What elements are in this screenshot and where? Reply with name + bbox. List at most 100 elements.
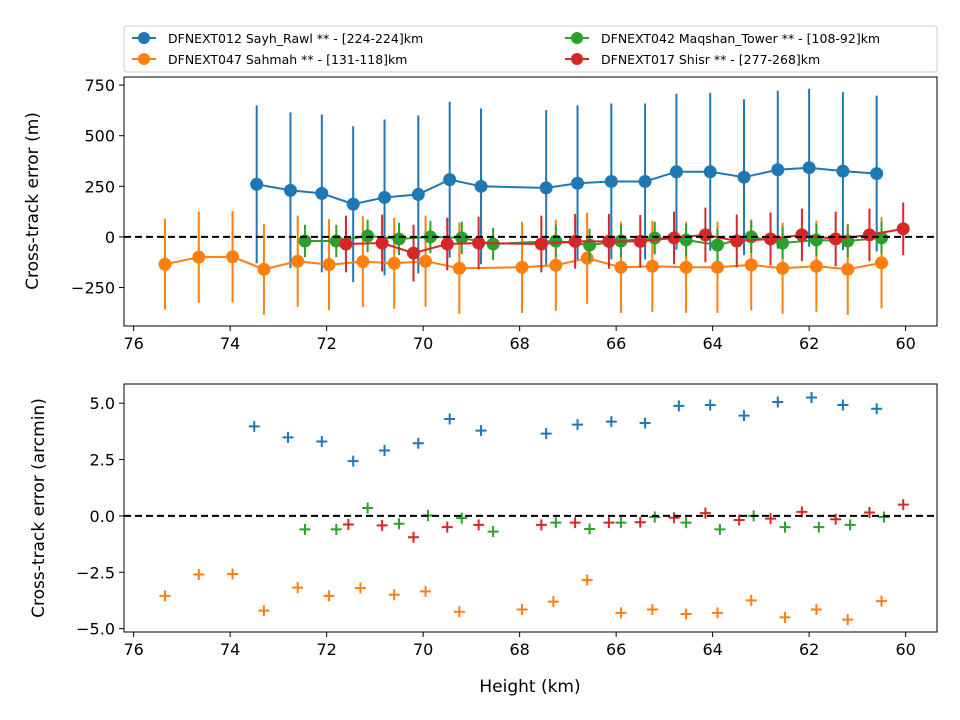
data-point bbox=[602, 234, 616, 248]
top-x-tick-label-68: 68 bbox=[509, 334, 529, 353]
data-point bbox=[776, 236, 790, 250]
data-point bbox=[771, 163, 785, 177]
data-point bbox=[776, 261, 790, 275]
data-point bbox=[361, 229, 375, 243]
data-point bbox=[897, 499, 909, 511]
data-point bbox=[738, 410, 750, 422]
data-point bbox=[441, 521, 453, 533]
data-point bbox=[440, 237, 454, 251]
bottom-series-dfnext017 bbox=[342, 499, 909, 543]
top-x-tick-label-60: 60 bbox=[895, 334, 915, 353]
bottom-y-tick-label-0: 5.0 bbox=[90, 394, 115, 413]
data-point bbox=[862, 228, 876, 242]
data-point bbox=[639, 417, 651, 429]
data-point bbox=[539, 181, 553, 195]
legend-frame bbox=[123, 25, 938, 73]
series-line bbox=[164, 255, 882, 271]
data-point bbox=[362, 502, 374, 514]
bottom-y-tick-label-1: 2.5 bbox=[90, 451, 115, 470]
data-point bbox=[772, 396, 784, 408]
data-point bbox=[810, 603, 822, 615]
data-point bbox=[378, 190, 392, 204]
data-point bbox=[258, 605, 270, 617]
data-point bbox=[323, 590, 335, 602]
data-point bbox=[668, 512, 680, 524]
bottom-y-ticks: 5.0 2.5 0.0 −2.5 −5.0 bbox=[76, 394, 124, 639]
legend-entry-1: DFNEXT012 Sayh_Rawl ** - [224-224]km bbox=[132, 31, 423, 46]
data-point bbox=[356, 255, 370, 269]
top-x-tick-label-66: 66 bbox=[606, 334, 626, 353]
data-point bbox=[250, 177, 264, 191]
data-point bbox=[603, 517, 615, 529]
data-point bbox=[354, 582, 366, 594]
data-point bbox=[802, 161, 816, 175]
bottom-x-tick-label-62: 62 bbox=[799, 640, 819, 659]
top-x-tick-label-72: 72 bbox=[316, 334, 336, 353]
data-point bbox=[379, 445, 391, 457]
top-y-tick-label-0: 750 bbox=[84, 76, 115, 95]
bottom-plot-area bbox=[124, 392, 937, 626]
legend-label-1: DFNEXT012 Sayh_Rawl ** - [224-224]km bbox=[168, 31, 423, 46]
data-point bbox=[475, 425, 487, 437]
data-point bbox=[615, 517, 627, 529]
data-point bbox=[535, 519, 547, 531]
data-point bbox=[875, 256, 889, 270]
data-point bbox=[648, 231, 662, 245]
bottom-series-dfnext047 bbox=[159, 568, 888, 626]
legend-marker-3 bbox=[138, 53, 150, 65]
data-point bbox=[733, 514, 745, 526]
data-point bbox=[159, 590, 171, 602]
data-point bbox=[745, 594, 757, 606]
data-point bbox=[870, 167, 884, 181]
top-y-axis-label: Cross-track error (m) bbox=[23, 112, 43, 290]
data-point bbox=[283, 183, 297, 197]
legend: DFNEXT012 Sayh_Rawl ** - [224-224]km DFN… bbox=[123, 25, 938, 73]
data-point bbox=[813, 521, 825, 533]
top-axes-frame bbox=[123, 76, 938, 327]
data-point bbox=[669, 165, 683, 179]
data-point bbox=[376, 519, 388, 531]
data-point bbox=[534, 237, 548, 251]
bottom-y-axis-label: Cross-track error (arcmin) bbox=[29, 398, 49, 618]
data-point bbox=[411, 187, 425, 201]
data-point bbox=[347, 455, 359, 467]
legend-entry-4: DFNEXT017 Shisr ** - [277-268]km bbox=[565, 52, 820, 67]
data-point bbox=[704, 399, 716, 411]
data-point bbox=[569, 517, 581, 529]
data-point bbox=[158, 257, 172, 271]
bottom-x-tick-label-60: 60 bbox=[895, 640, 915, 659]
data-point bbox=[392, 232, 406, 246]
data-point bbox=[487, 526, 499, 538]
legend-entry-2: DFNEXT042 Maqshan_Tower ** - [108-92]km bbox=[565, 31, 880, 46]
data-point bbox=[568, 234, 582, 248]
data-point bbox=[474, 179, 488, 193]
top-y-tick-label-1: 500 bbox=[84, 127, 115, 146]
top-series-dfnext012 bbox=[250, 88, 884, 283]
data-point bbox=[673, 400, 685, 412]
data-point bbox=[634, 516, 646, 528]
bottom-series-dfnext042 bbox=[299, 502, 890, 538]
bottom-x-tick-label-68: 68 bbox=[509, 640, 529, 659]
data-point bbox=[375, 236, 389, 250]
data-point bbox=[342, 518, 354, 530]
data-point bbox=[572, 419, 584, 431]
data-point bbox=[282, 431, 294, 443]
data-point bbox=[473, 519, 485, 531]
bottom-x-tick-label-70: 70 bbox=[413, 640, 433, 659]
bottom-x-tick-label-74: 74 bbox=[220, 640, 240, 659]
data-point bbox=[638, 174, 652, 188]
top-series-dfnext017 bbox=[339, 202, 910, 282]
data-point bbox=[841, 262, 855, 276]
data-point bbox=[316, 435, 328, 447]
data-point bbox=[604, 174, 618, 188]
data-point bbox=[876, 595, 888, 607]
data-point bbox=[649, 511, 661, 523]
legend-marker-4 bbox=[571, 53, 583, 65]
data-point bbox=[455, 231, 469, 245]
data-point bbox=[388, 589, 400, 601]
data-point bbox=[875, 231, 889, 245]
top-x-tick-label-74: 74 bbox=[220, 334, 240, 353]
data-point bbox=[299, 523, 311, 535]
data-point bbox=[406, 246, 420, 260]
data-point bbox=[779, 521, 791, 533]
